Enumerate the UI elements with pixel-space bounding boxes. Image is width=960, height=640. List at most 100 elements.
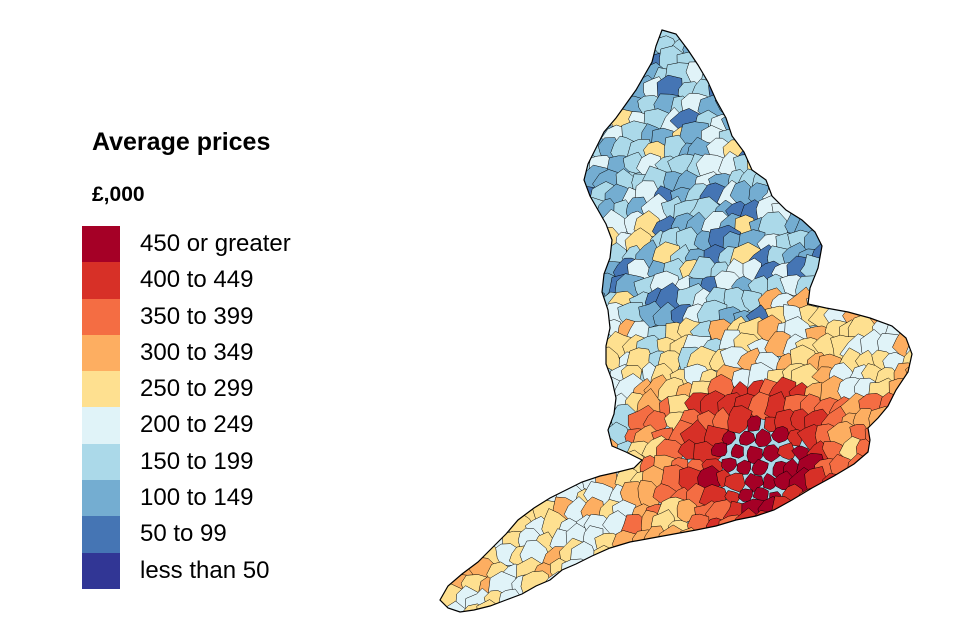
district-region	[550, 291, 581, 319]
district-region	[581, 320, 605, 342]
district-region	[834, 586, 863, 612]
district-region	[852, 226, 880, 255]
district-region	[470, 352, 491, 376]
district-region	[468, 137, 496, 164]
district-region	[458, 454, 485, 479]
district-region	[479, 402, 509, 437]
district-region	[761, 123, 791, 151]
district-region	[484, 319, 509, 347]
district-region	[893, 122, 912, 152]
district-region	[507, 31, 541, 64]
district-region	[726, 78, 749, 101]
district-region	[754, 428, 772, 448]
district-region	[869, 105, 900, 140]
district-region	[906, 270, 912, 299]
district-region	[483, 434, 513, 465]
district-region	[440, 442, 446, 465]
district-region	[906, 576, 912, 601]
district-region	[761, 579, 787, 602]
district-region	[901, 533, 912, 555]
district-region	[744, 125, 773, 151]
district-region	[567, 591, 589, 612]
district-region	[867, 167, 895, 196]
district-region	[905, 336, 912, 362]
district-region	[835, 170, 865, 195]
district-region	[472, 376, 497, 405]
district-region	[820, 197, 853, 228]
district-region	[836, 229, 861, 254]
district-region	[769, 77, 798, 108]
district-region	[581, 255, 606, 282]
district-region	[855, 82, 877, 109]
district-region	[780, 92, 807, 118]
district-region	[828, 35, 854, 66]
district-region	[670, 574, 697, 600]
district-region	[476, 124, 503, 152]
district-region	[772, 527, 800, 553]
district-region	[591, 576, 617, 604]
district-region	[880, 30, 912, 50]
district-region	[441, 498, 465, 521]
district-region	[520, 291, 546, 318]
district-region	[561, 46, 592, 75]
district-region	[777, 107, 803, 132]
district-region	[446, 61, 475, 90]
england-outline	[439, 29, 913, 613]
district-region	[857, 210, 887, 240]
district-region	[467, 168, 499, 192]
district-region	[723, 556, 753, 584]
district-region	[580, 407, 611, 439]
district-region	[819, 142, 842, 166]
district-region	[567, 377, 593, 404]
district-region	[804, 559, 836, 587]
district-region	[894, 305, 912, 328]
district-region	[858, 97, 886, 122]
district-region	[440, 360, 453, 397]
district-region	[467, 315, 495, 343]
district-region	[495, 91, 520, 118]
district-region	[836, 30, 867, 44]
district-region	[795, 182, 822, 216]
district-region	[577, 91, 600, 119]
district-region	[518, 197, 544, 227]
map-canvas	[439, 29, 913, 613]
district-region	[557, 452, 585, 480]
district-region	[522, 472, 547, 498]
district-region	[465, 466, 497, 502]
district-region	[442, 361, 475, 390]
district-region	[503, 139, 532, 168]
district-region	[885, 501, 911, 525]
district-region	[461, 305, 489, 333]
district-region	[542, 30, 571, 60]
district-region	[440, 202, 449, 231]
district-region	[850, 48, 878, 74]
district-region	[710, 442, 728, 458]
district-region	[440, 228, 454, 255]
district-region	[783, 511, 812, 542]
district-region	[440, 389, 459, 422]
district-region	[539, 122, 569, 148]
district-region	[810, 486, 838, 516]
district-region	[810, 112, 831, 136]
district-region	[485, 376, 512, 400]
district-region	[733, 574, 761, 600]
district-region	[468, 412, 498, 436]
district-region	[546, 231, 578, 257]
district-region	[871, 288, 894, 311]
district-region	[751, 459, 769, 476]
district-region	[507, 274, 538, 300]
district-region	[440, 495, 447, 527]
district-region	[861, 62, 884, 85]
district-region	[501, 196, 531, 226]
district-region	[453, 196, 482, 226]
district-region	[868, 50, 900, 79]
district-region	[875, 512, 902, 539]
district-region	[885, 140, 912, 170]
district-region	[877, 35, 904, 62]
legend-swatch	[82, 334, 120, 372]
district-region	[471, 108, 497, 134]
district-region	[532, 226, 560, 254]
district-region	[845, 152, 870, 180]
district-region	[488, 245, 522, 271]
district-region	[870, 260, 892, 284]
